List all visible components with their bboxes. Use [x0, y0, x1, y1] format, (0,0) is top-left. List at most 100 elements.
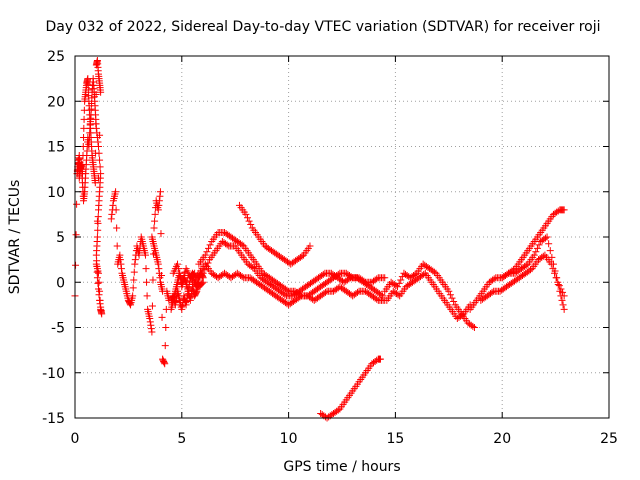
- data-point-mid-scatter: [156, 192, 164, 200]
- data-point-arc-b: [238, 273, 246, 281]
- data-point-cluster-15h: [470, 324, 478, 331]
- x-tick-label: 25: [600, 431, 618, 447]
- data-point-mid-scatter: [155, 269, 163, 277]
- data-point-mid-scatter: [149, 276, 157, 284]
- data-point-fall-22h: [503, 270, 511, 278]
- data-point-arc-a: [319, 270, 327, 278]
- data-point-early-scatter: [96, 156, 104, 164]
- data-point-early-scatter: [94, 143, 102, 150]
- data-point-fall-22h: [532, 248, 540, 256]
- data-point-arc-c: [201, 251, 209, 259]
- data-point-fall-22h: [558, 296, 566, 304]
- data-point-early-scatter: [97, 170, 105, 178]
- data-point-early-scatter: [73, 200, 81, 208]
- data-point-mid-scatter: [117, 260, 125, 268]
- data-point-mid-scatter: [143, 278, 151, 286]
- data-point-fall-22h: [554, 281, 562, 289]
- data-point-mid-scatter: [147, 321, 155, 329]
- grid-lines: [75, 56, 609, 418]
- data-point-diag-8h: [247, 221, 255, 229]
- data-point-fall-22h: [556, 287, 564, 295]
- data-point-mid-scatter: [129, 292, 137, 300]
- data-point-mid-scatter: [147, 325, 155, 333]
- data-point-band-22h: [555, 282, 563, 290]
- data-point-fall-22h: [543, 233, 551, 241]
- data-point-early-scatter: [95, 291, 103, 299]
- y-tick-label: 0: [56, 275, 65, 291]
- data-point-early-scatter: [94, 279, 102, 287]
- x-tick-label: 15: [386, 431, 404, 447]
- data-point-early-scatter: [94, 285, 102, 293]
- data-point-mid-scatter: [113, 224, 121, 232]
- data-point-mid-scatter: [148, 328, 156, 336]
- x-tick-label: 10: [280, 431, 298, 447]
- data-point-early-scatter: [97, 88, 105, 96]
- data-point-mid-scatter: [160, 359, 168, 367]
- data-point-mid-scatter: [112, 206, 120, 214]
- data-point-diag-8h: [306, 242, 314, 250]
- data-point-cluster-15h: [446, 291, 454, 299]
- data-point-mid-scatter: [131, 260, 139, 268]
- data-point-early-scatter: [97, 307, 105, 315]
- data-point-cluster-5h: [182, 301, 190, 309]
- data-point-early-scatter: [94, 219, 102, 227]
- data-point-mid-scatter: [155, 265, 163, 273]
- data-point-mid-scatter: [117, 265, 125, 273]
- data-point-arc-a: [379, 292, 387, 300]
- data-point-mid-scatter: [161, 360, 169, 368]
- data-point-mid-scatter: [156, 188, 164, 196]
- data-point-mid-scatter: [154, 206, 162, 214]
- data-point-low-arc: [376, 355, 384, 363]
- data-point-arc-c: [360, 277, 368, 285]
- y-tick-label: -15: [42, 411, 65, 427]
- x-tick-label: 20: [493, 431, 511, 447]
- data-point-fall-22h: [551, 267, 559, 275]
- data-point-rise-22h: [490, 275, 498, 283]
- data-point-mid-scatter: [130, 268, 138, 276]
- data-point-arc-c: [206, 241, 214, 249]
- data-point-cluster-5h: [199, 273, 207, 281]
- data-marks: [71, 57, 568, 422]
- x-axis-label: GPS time / hours: [283, 459, 400, 475]
- data-point-mid-scatter: [155, 197, 163, 205]
- data-point-diag-8h: [243, 214, 251, 222]
- data-point-mid-scatter: [150, 224, 158, 232]
- data-point-early-scatter: [93, 129, 101, 137]
- data-point-mid-scatter: [146, 314, 154, 322]
- data-point-mid-scatter: [112, 188, 120, 196]
- data-point-cluster-5h: [169, 293, 177, 301]
- data-point-cluster-5h: [199, 278, 207, 286]
- data-point-band-22h: [488, 288, 496, 296]
- data-point-fall-22h: [535, 241, 543, 249]
- data-point-cluster-15h: [394, 291, 402, 299]
- data-point-early-scatter: [97, 303, 105, 311]
- y-axis-label: SDTVAR / TECUs: [7, 180, 23, 295]
- data-point-mid-scatter: [161, 342, 169, 350]
- y-tick-label: 15: [47, 140, 65, 156]
- data-point-early-scatter: [95, 149, 103, 157]
- data-point-mid-scatter: [131, 256, 139, 264]
- data-point-diag-8h: [298, 252, 306, 260]
- data-point-cluster-5h: [178, 278, 186, 286]
- data-point-early-scatter: [80, 115, 88, 123]
- data-point-cluster-15h: [395, 279, 403, 287]
- data-point-mid-scatter: [126, 300, 134, 308]
- data-point-fall-22h: [530, 251, 538, 259]
- data-point-fall-22h: [549, 260, 557, 268]
- y-tick-label: 20: [47, 94, 65, 110]
- data-point-cluster-15h: [397, 276, 405, 284]
- data-point-fall-22h: [541, 234, 549, 242]
- data-point-early-scatter: [94, 269, 102, 277]
- data-point-early-scatter: [95, 278, 103, 286]
- data-point-cluster-5h: [172, 297, 180, 305]
- data-point-mid-scatter: [141, 251, 149, 259]
- data-point-rise-22h: [560, 206, 568, 214]
- data-point-cluster-5h: [183, 297, 191, 305]
- data-point-early-scatter: [80, 124, 88, 132]
- data-point-fall-22h: [560, 305, 568, 313]
- data-point-fall-22h: [559, 301, 567, 309]
- data-point-cluster-5h: [176, 269, 184, 277]
- axis-ticks: [74, 55, 610, 419]
- data-point-cluster-15h: [445, 287, 453, 295]
- data-point-cluster-5h: [178, 302, 186, 310]
